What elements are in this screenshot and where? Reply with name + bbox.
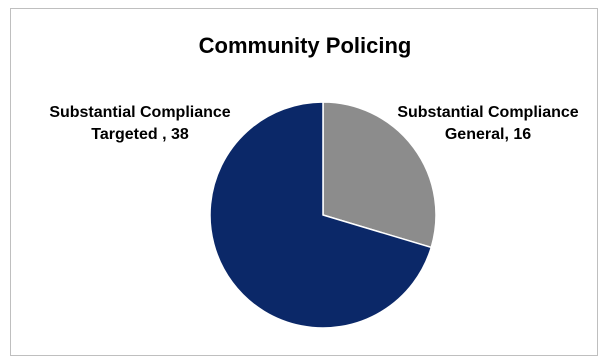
slice-label-targeted-line2: Targeted , 38 bbox=[91, 126, 189, 143]
chart-frame: Community Policing Substantial Complianc… bbox=[10, 8, 598, 356]
chart-title: Community Policing bbox=[198, 33, 412, 58]
pie-slice-general bbox=[322, 101, 437, 249]
slice-label-general-line1: Substantial Compliance bbox=[397, 104, 579, 121]
slice-label-general: Substantial Compliance General, 16 bbox=[377, 102, 599, 146]
pie-chart bbox=[209, 101, 437, 329]
slice-label-targeted-line1: Substantial Compliance bbox=[49, 104, 231, 121]
slice-label-general-line2: General, 16 bbox=[444, 126, 532, 143]
slice-label-targeted: Substantial Compliance Targeted , 38 bbox=[29, 102, 251, 146]
pie-slice-targeted bbox=[209, 101, 433, 329]
